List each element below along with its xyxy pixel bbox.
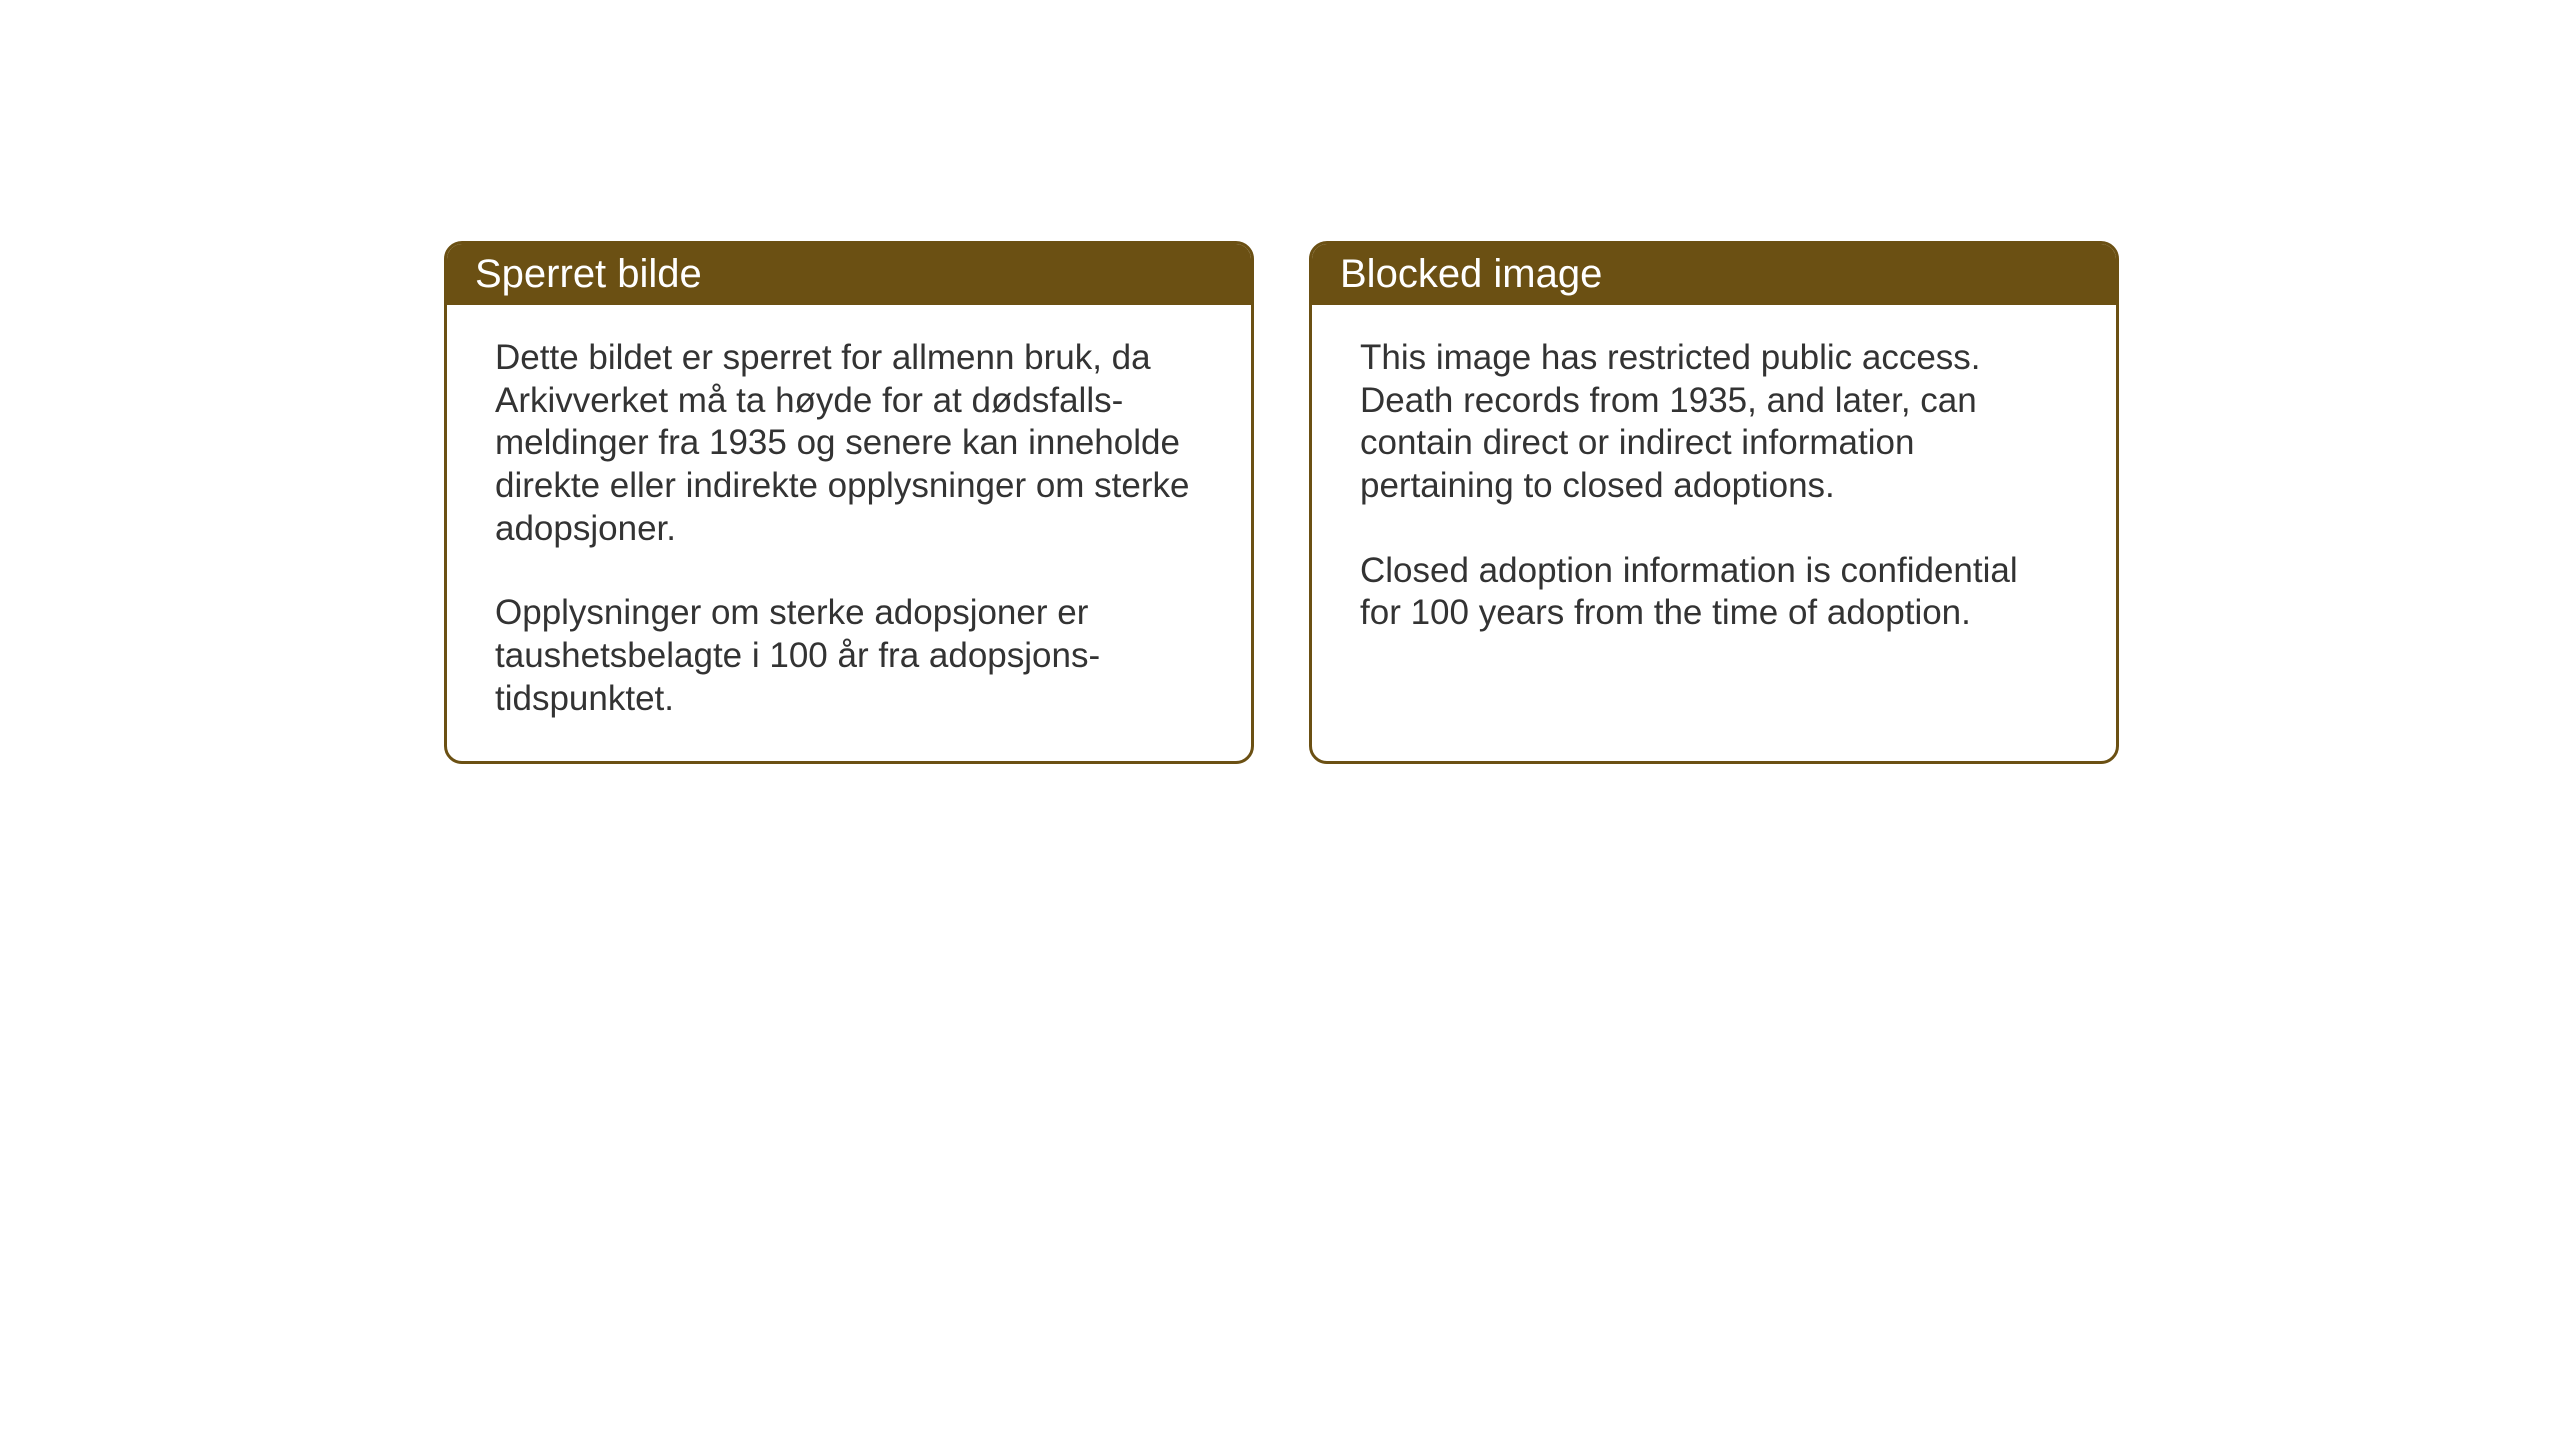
box-body-english: This image has restricted public access.… bbox=[1312, 305, 2116, 725]
box-title: Sperret bilde bbox=[475, 252, 702, 296]
box-body-norwegian: Dette bildet er sperret for allmenn bruk… bbox=[447, 305, 1251, 761]
box-header-english: Blocked image bbox=[1312, 244, 2116, 305]
box-paragraph: This image has restricted public access.… bbox=[1360, 337, 2068, 508]
box-paragraph: Dette bildet er sperret for allmenn bruk… bbox=[495, 337, 1203, 550]
box-paragraph: Closed adoption information is confident… bbox=[1360, 550, 2068, 635]
box-header-norwegian: Sperret bilde bbox=[447, 244, 1251, 305]
info-box-english: Blocked image This image has restricted … bbox=[1309, 241, 2119, 764]
box-paragraph: Opplysninger om sterke adopsjoner er tau… bbox=[495, 592, 1203, 720]
info-box-norwegian: Sperret bilde Dette bildet er sperret fo… bbox=[444, 241, 1254, 764]
info-boxes-container: Sperret bilde Dette bildet er sperret fo… bbox=[444, 241, 2119, 764]
box-title: Blocked image bbox=[1340, 252, 1602, 296]
